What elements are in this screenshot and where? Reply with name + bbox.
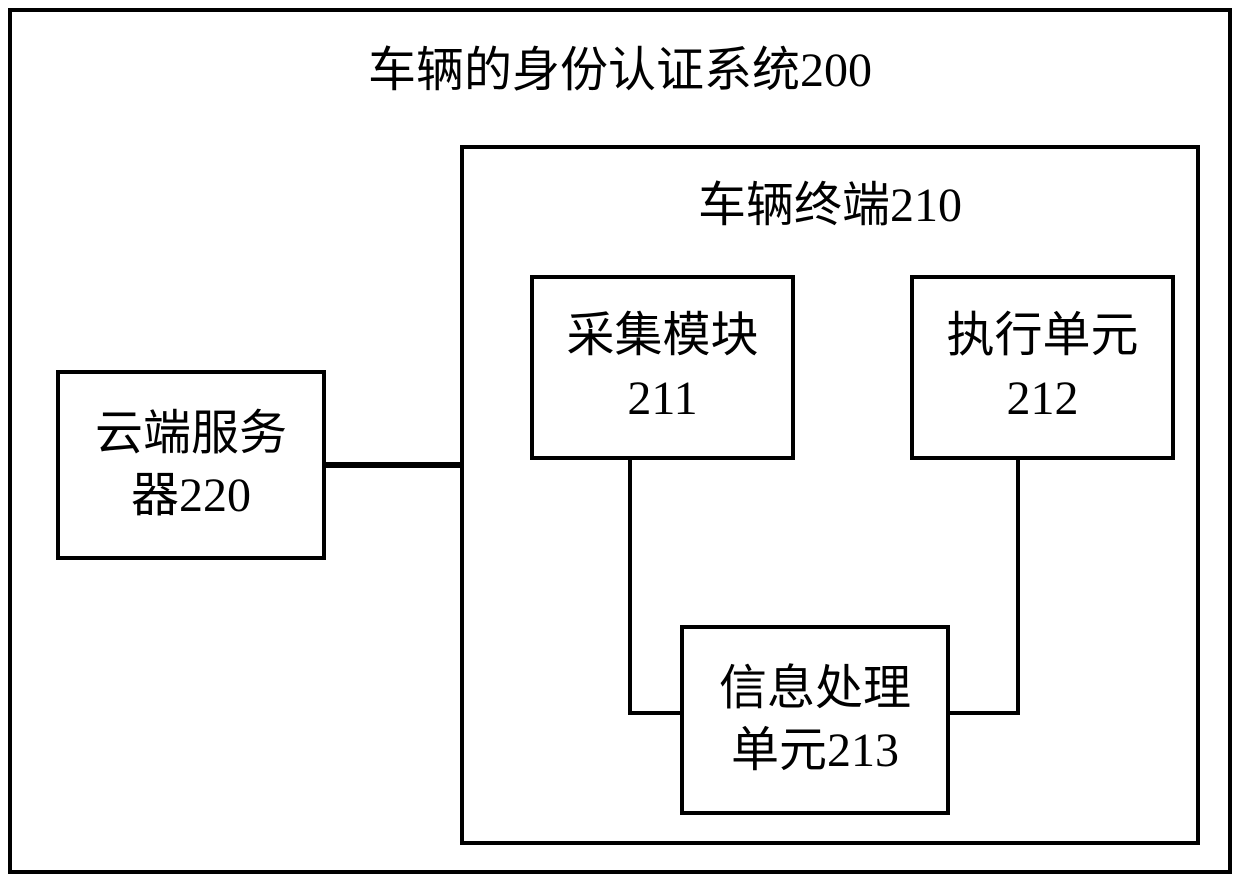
vehicle-terminal-title: 车辆终端210 [620, 165, 1040, 235]
edge-execution-to-info-v [1016, 460, 1020, 715]
edge-cloud-to-terminal [326, 462, 460, 468]
diagram-root: 车辆的身份认证系统200 云端服务 器220 车辆终端210 采集模块 211 … [0, 0, 1240, 884]
cloud-server-label: 云端服务 器220 [95, 403, 287, 528]
collection-module-label: 采集模块 211 [566, 305, 758, 430]
edge-collection-to-info-v [628, 460, 632, 715]
info-processing-unit-box: 信息处理 单元213 [680, 625, 950, 815]
collection-module-box: 采集模块 211 [530, 275, 795, 460]
info-processing-unit-label: 信息处理 单元213 [719, 658, 911, 783]
execution-unit-label: 执行单元 212 [946, 305, 1138, 430]
execution-unit-box: 执行单元 212 [910, 275, 1175, 460]
edge-collection-to-info-h [628, 711, 683, 715]
system-title: 车辆的身份认证系统200 [285, 30, 955, 100]
cloud-server-box: 云端服务 器220 [56, 370, 326, 560]
edge-execution-to-info-h [948, 711, 1020, 715]
